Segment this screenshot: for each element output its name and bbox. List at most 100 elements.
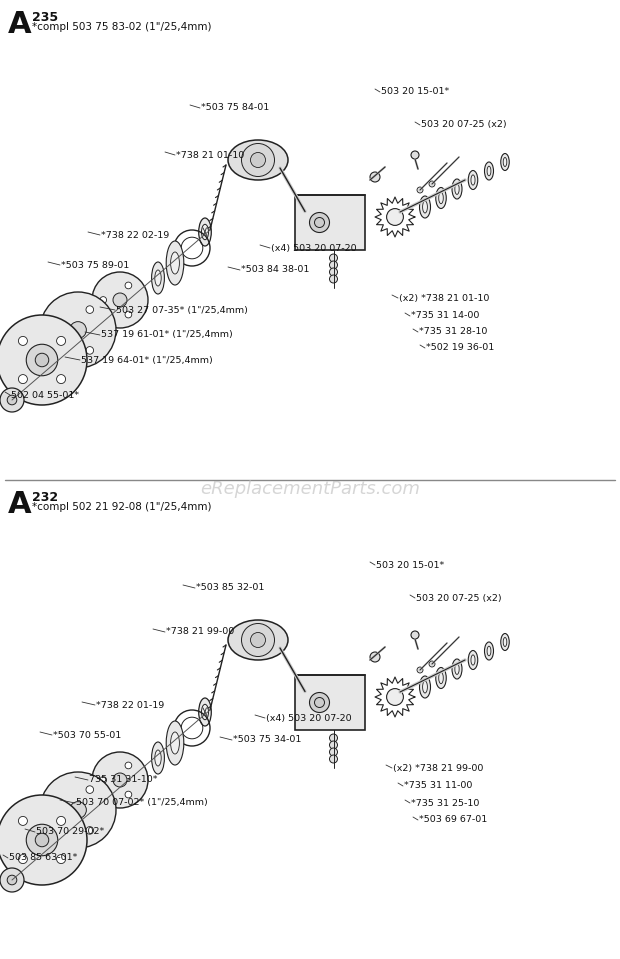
Ellipse shape	[487, 166, 491, 175]
Ellipse shape	[228, 140, 288, 180]
Ellipse shape	[484, 642, 494, 660]
Text: *735 31 25-10: *735 31 25-10	[411, 799, 479, 807]
Text: 235: 235	[32, 11, 58, 24]
Bar	[295, 675, 365, 730]
Text: *735 31 28-10: *735 31 28-10	[419, 328, 487, 337]
Ellipse shape	[309, 213, 329, 232]
Ellipse shape	[69, 802, 86, 818]
Ellipse shape	[40, 772, 116, 848]
Text: 503 20 15-01*: 503 20 15-01*	[381, 87, 450, 97]
Ellipse shape	[198, 698, 211, 726]
Ellipse shape	[125, 762, 132, 769]
Ellipse shape	[503, 157, 507, 167]
Ellipse shape	[329, 741, 337, 749]
Text: 537 19 64-01* (1"/25,4mm): 537 19 64-01* (1"/25,4mm)	[81, 356, 213, 364]
Text: A: A	[8, 490, 32, 519]
Text: 502 04 55-01*: 502 04 55-01*	[11, 390, 79, 400]
Ellipse shape	[100, 296, 107, 303]
Ellipse shape	[439, 672, 443, 684]
Text: 503 85 63-01*: 503 85 63-01*	[9, 854, 78, 862]
Text: 503 20 15-01*: 503 20 15-01*	[376, 560, 445, 570]
Ellipse shape	[166, 241, 184, 285]
Ellipse shape	[471, 175, 475, 185]
Ellipse shape	[19, 854, 27, 864]
Ellipse shape	[0, 388, 24, 412]
Text: 537 19 61-01* (1"/25,4mm): 537 19 61-01* (1"/25,4mm)	[101, 331, 232, 339]
Ellipse shape	[7, 876, 17, 885]
Ellipse shape	[170, 252, 179, 274]
Ellipse shape	[202, 704, 208, 719]
Ellipse shape	[35, 833, 49, 847]
Ellipse shape	[152, 742, 164, 774]
Ellipse shape	[487, 646, 491, 656]
Ellipse shape	[69, 321, 86, 339]
Ellipse shape	[92, 752, 148, 808]
Ellipse shape	[468, 650, 478, 669]
Ellipse shape	[471, 655, 475, 666]
Text: 503 70 07-02* (1"/25,4mm): 503 70 07-02* (1"/25,4mm)	[76, 799, 208, 807]
Text: 735 31 31-10*: 735 31 31-10*	[89, 776, 157, 784]
Ellipse shape	[56, 854, 66, 864]
Ellipse shape	[35, 353, 49, 366]
Ellipse shape	[329, 748, 337, 756]
Ellipse shape	[86, 827, 94, 834]
Ellipse shape	[329, 254, 337, 262]
Text: *738 22 02-19: *738 22 02-19	[101, 230, 169, 240]
Ellipse shape	[155, 270, 161, 286]
Text: *503 75 89-01: *503 75 89-01	[61, 261, 129, 269]
Ellipse shape	[242, 144, 275, 176]
Text: (x4) 503 20 07-20: (x4) 503 20 07-20	[271, 244, 356, 252]
Ellipse shape	[86, 346, 94, 354]
Ellipse shape	[51, 326, 58, 334]
Ellipse shape	[503, 638, 507, 646]
Text: *502 19 36-01: *502 19 36-01	[426, 343, 494, 353]
Ellipse shape	[0, 868, 24, 892]
Ellipse shape	[455, 664, 459, 674]
Ellipse shape	[125, 311, 132, 318]
Ellipse shape	[370, 652, 380, 662]
Ellipse shape	[314, 697, 324, 708]
Ellipse shape	[152, 262, 164, 294]
Ellipse shape	[452, 659, 462, 679]
Ellipse shape	[370, 172, 380, 182]
Text: eReplacementParts.com: eReplacementParts.com	[200, 480, 420, 499]
Ellipse shape	[436, 667, 446, 689]
Ellipse shape	[314, 218, 324, 227]
Ellipse shape	[417, 667, 423, 673]
Ellipse shape	[125, 791, 132, 798]
Ellipse shape	[329, 268, 337, 276]
Text: *503 85 32-01: *503 85 32-01	[196, 583, 264, 593]
Ellipse shape	[166, 721, 184, 765]
Text: *503 69 67-01: *503 69 67-01	[419, 815, 487, 825]
Ellipse shape	[250, 633, 265, 647]
Text: (x2) *738 21 01-10: (x2) *738 21 01-10	[399, 293, 489, 302]
Ellipse shape	[19, 375, 27, 384]
Ellipse shape	[387, 689, 404, 706]
Ellipse shape	[452, 179, 462, 199]
Text: 503 27 07-35* (1"/25,4mm): 503 27 07-35* (1"/25,4mm)	[116, 306, 248, 315]
Ellipse shape	[26, 824, 58, 855]
Text: 503 20 07-25 (x2): 503 20 07-25 (x2)	[421, 121, 507, 129]
Ellipse shape	[501, 634, 509, 650]
Ellipse shape	[56, 816, 66, 826]
Bar	[295, 195, 365, 250]
Ellipse shape	[329, 734, 337, 742]
Ellipse shape	[100, 777, 107, 784]
Text: A: A	[8, 10, 32, 39]
Text: *compl 503 75 83-02 (1"/25,4mm): *compl 503 75 83-02 (1"/25,4mm)	[32, 22, 211, 32]
Text: (x2) *738 21 99-00: (x2) *738 21 99-00	[393, 763, 484, 773]
Text: *503 84 38-01: *503 84 38-01	[241, 266, 309, 274]
Ellipse shape	[329, 261, 337, 269]
Ellipse shape	[26, 344, 58, 376]
Text: *738 21 99-00: *738 21 99-00	[166, 627, 234, 637]
Text: *735 31 11-00: *735 31 11-00	[404, 782, 472, 790]
Ellipse shape	[242, 623, 275, 657]
Ellipse shape	[468, 171, 478, 190]
Text: *503 70 55-01: *503 70 55-01	[53, 731, 122, 739]
Ellipse shape	[455, 183, 459, 195]
Ellipse shape	[202, 224, 208, 240]
Ellipse shape	[19, 816, 27, 826]
Text: 232: 232	[32, 491, 58, 504]
Text: *503 75 34-01: *503 75 34-01	[233, 736, 301, 744]
Ellipse shape	[40, 292, 116, 368]
